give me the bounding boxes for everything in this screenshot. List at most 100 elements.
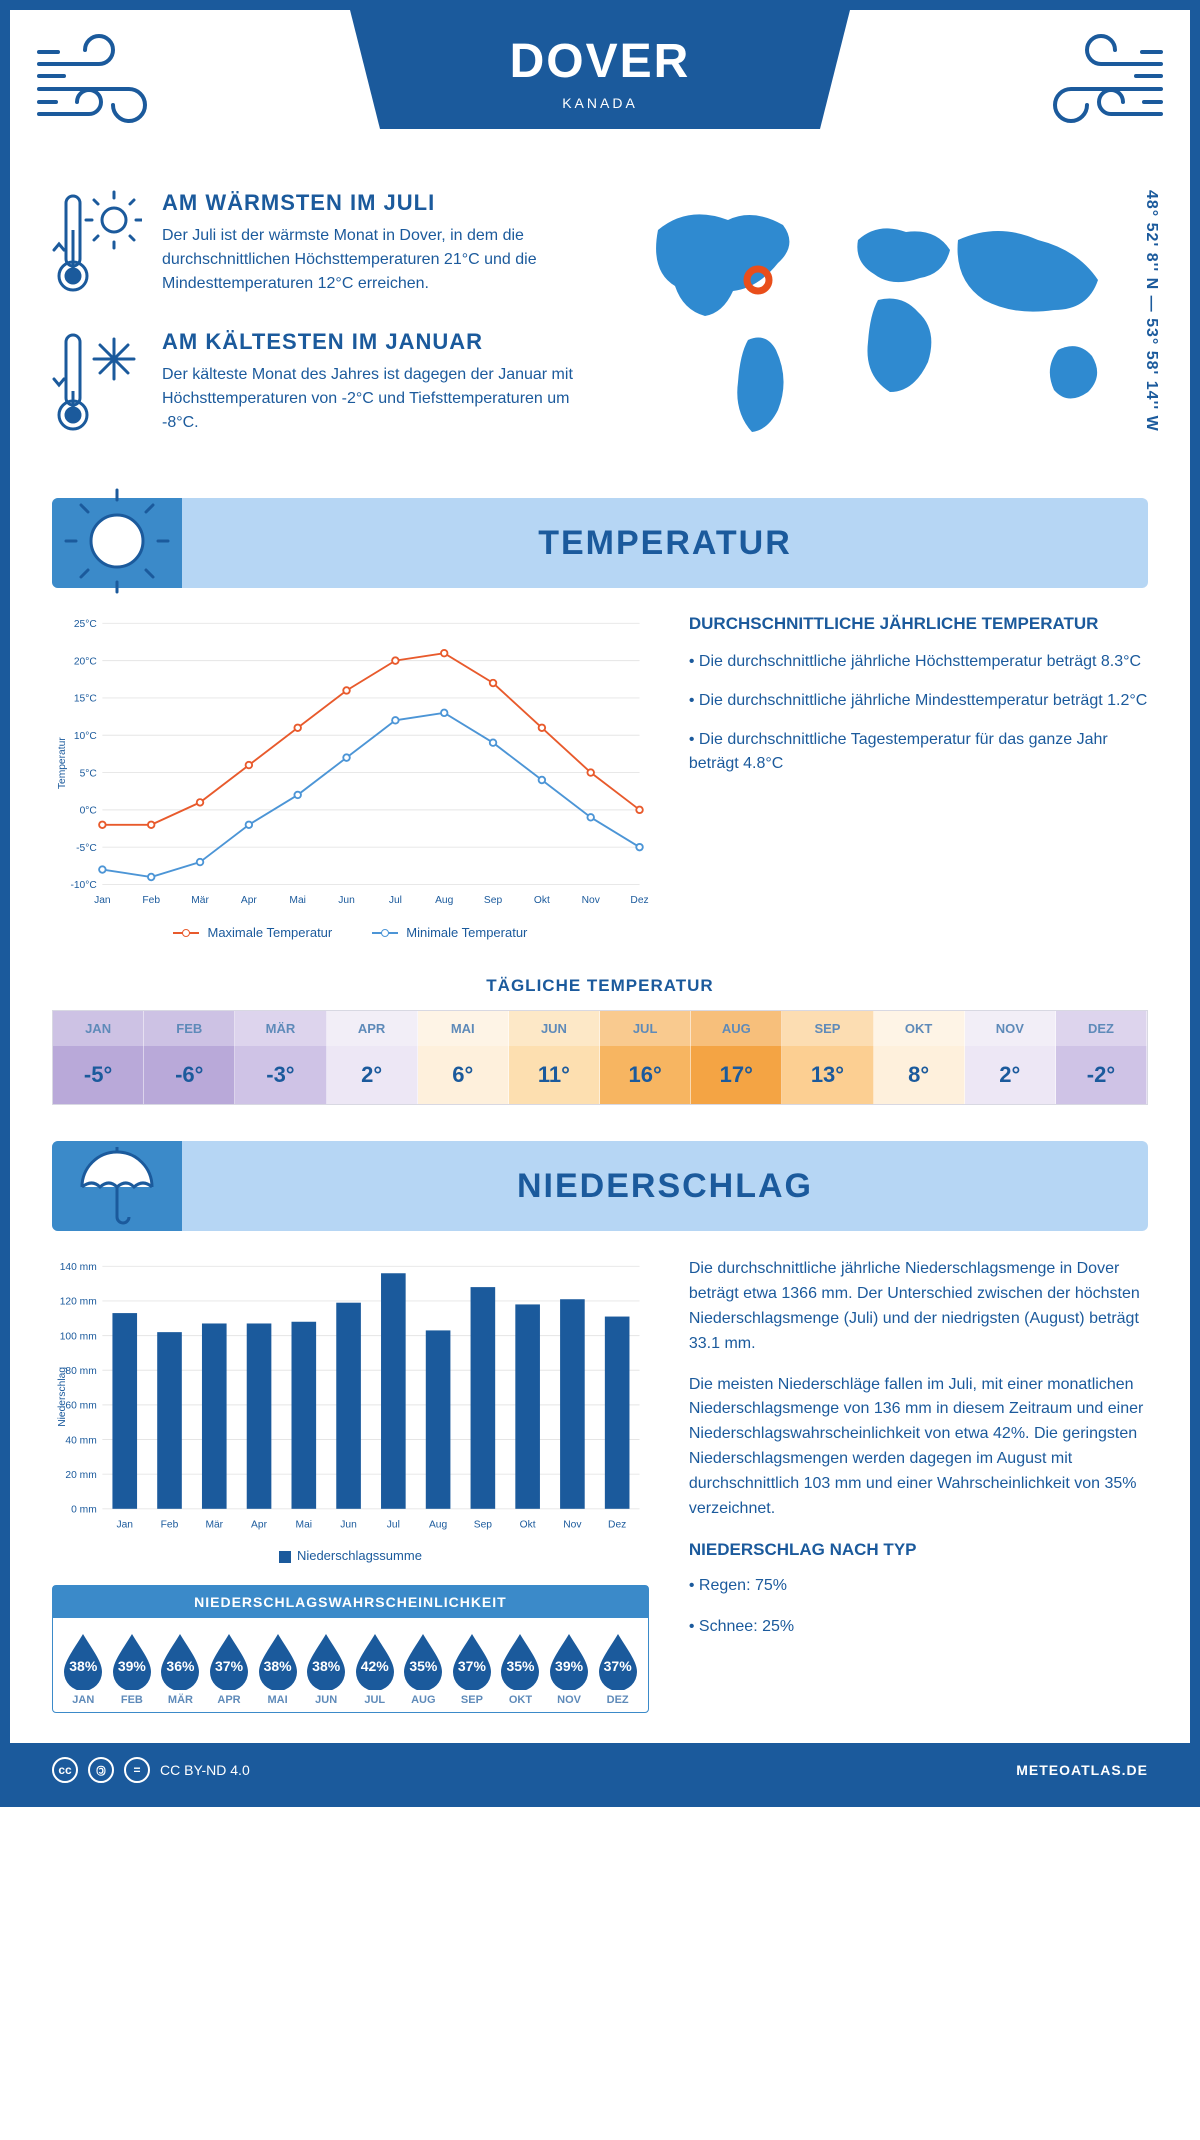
city-name: DOVER xyxy=(350,34,850,89)
month-header: APR xyxy=(327,1011,418,1046)
svg-text:-5°C: -5°C xyxy=(76,843,97,854)
precip-probability-box: NIEDERSCHLAGSWAHRSCHEINLICHKEIT 38% JAN … xyxy=(52,1585,649,1713)
svg-text:Apr: Apr xyxy=(251,1520,268,1531)
section-bar-precipitation: NIEDERSCHLAG xyxy=(52,1141,1148,1231)
legend-max: Maximale Temperatur xyxy=(207,925,332,940)
precip-prob-cell: 37% SEP xyxy=(448,1632,497,1706)
svg-text:15°C: 15°C xyxy=(74,694,98,705)
svg-text:5°C: 5°C xyxy=(80,768,98,779)
svg-text:Jun: Jun xyxy=(338,895,355,906)
svg-text:Jul: Jul xyxy=(387,1520,400,1531)
svg-text:20 mm: 20 mm xyxy=(65,1470,96,1481)
raindrop-icon: 37% xyxy=(206,1632,252,1690)
precipitation-bar-chart: 0 mm20 mm40 mm60 mm80 mm100 mm120 mm140 … xyxy=(52,1257,649,1563)
raindrop-icon: 39% xyxy=(109,1632,155,1690)
precip-prob-cell: 39% NOV xyxy=(545,1632,594,1706)
precip-prob-cell: 35% AUG xyxy=(399,1632,448,1706)
svg-text:0°C: 0°C xyxy=(80,806,98,817)
svg-text:Dez: Dez xyxy=(608,1520,626,1531)
svg-text:Feb: Feb xyxy=(161,1520,179,1531)
daily-temp-value: 2° xyxy=(327,1046,418,1104)
daily-temp-value: -3° xyxy=(235,1046,326,1104)
world-map: 48° 52' 8'' N — 53° 58' 14'' W xyxy=(628,190,1148,468)
summary-title: DURCHSCHNITTLICHE JÄHRLICHE TEMPERATUR xyxy=(689,614,1148,634)
country-name: KANADA xyxy=(350,95,850,111)
month-header: OKT xyxy=(874,1011,965,1046)
climate-facts: AM WÄRMSTEN IM JULI Der Juli ist der wär… xyxy=(52,190,598,468)
svg-text:60 mm: 60 mm xyxy=(65,1401,96,1412)
precip-type-line: • Schnee: 25% xyxy=(689,1615,1148,1640)
month-header: JAN xyxy=(53,1011,144,1046)
raindrop-icon: 37% xyxy=(595,1632,641,1690)
month-header: FEB xyxy=(144,1011,235,1046)
month-header: MÄR xyxy=(235,1011,326,1046)
month-header: JUL xyxy=(600,1011,691,1046)
precip-legend: Niederschlagssumme xyxy=(297,1548,422,1563)
svg-text:25°C: 25°C xyxy=(74,619,98,630)
summary-bullet: • Die durchschnittliche jährliche Mindes… xyxy=(689,689,1148,714)
svg-text:Mai: Mai xyxy=(296,1520,313,1531)
precip-para: Die durchschnittliche jährliche Niedersc… xyxy=(689,1257,1148,1356)
svg-text:10°C: 10°C xyxy=(74,731,98,742)
month-header: AUG xyxy=(691,1011,782,1046)
license-text: CC BY-ND 4.0 xyxy=(160,1762,250,1778)
daily-temp-value: 13° xyxy=(782,1046,873,1104)
month-header: NOV xyxy=(965,1011,1056,1046)
fact-title: AM KÄLTESTEN IM JANUAR xyxy=(162,329,582,355)
svg-text:Okt: Okt xyxy=(520,1520,536,1531)
svg-text:Jan: Jan xyxy=(116,1520,133,1531)
thermometer-sun-icon xyxy=(52,190,142,305)
temperature-summary: DURCHSCHNITTLICHE JÄHRLICHE TEMPERATUR •… xyxy=(689,614,1148,940)
precip-prob-cell: 42% JUL xyxy=(350,1632,399,1706)
wind-icon xyxy=(34,34,164,149)
raindrop-icon: 38% xyxy=(255,1632,301,1690)
daily-temp-value: -5° xyxy=(53,1046,144,1104)
raindrop-icon: 35% xyxy=(400,1632,446,1690)
svg-text:Apr: Apr xyxy=(241,895,258,906)
umbrella-icon xyxy=(72,1139,162,1234)
svg-text:Jul: Jul xyxy=(389,895,402,906)
infographic-page: DOVER KANADA xyxy=(0,0,1200,1807)
precip-prob-cell: 39% FEB xyxy=(108,1632,157,1706)
svg-text:Feb: Feb xyxy=(142,895,160,906)
coordinates: 48° 52' 8'' N — 53° 58' 14'' W xyxy=(1142,190,1160,432)
daily-temp-value: 8° xyxy=(874,1046,965,1104)
precip-prob-cell: 35% OKT xyxy=(496,1632,545,1706)
svg-text:Mär: Mär xyxy=(191,895,209,906)
daily-temp-value: 6° xyxy=(418,1046,509,1104)
svg-text:120 mm: 120 mm xyxy=(60,1297,97,1308)
svg-text:-10°C: -10°C xyxy=(70,880,97,891)
svg-text:100 mm: 100 mm xyxy=(60,1332,97,1343)
month-header: SEP xyxy=(782,1011,873,1046)
svg-text:Dez: Dez xyxy=(630,895,648,906)
svg-text:40 mm: 40 mm xyxy=(65,1436,96,1447)
precip-prob-cell: 38% JUN xyxy=(302,1632,351,1706)
precip-para: Die meisten Niederschläge fallen im Juli… xyxy=(689,1373,1148,1522)
legend-min: Minimale Temperatur xyxy=(406,925,527,940)
precipitation-row: 0 mm20 mm40 mm60 mm80 mm100 mm120 mm140 … xyxy=(10,1257,1190,1743)
month-header: DEZ xyxy=(1056,1011,1147,1046)
svg-text:20°C: 20°C xyxy=(74,656,98,667)
month-header: JUN xyxy=(509,1011,600,1046)
temperature-row: -10°C -5°C 0°C 5°C 10°C 15°C 20°C 25°C Jan Feb Mär… xyxy=(10,614,1190,960)
raindrop-icon: 35% xyxy=(497,1632,543,1690)
raindrop-icon: 39% xyxy=(546,1632,592,1690)
site-name: METEOATLAS.DE xyxy=(1016,1762,1148,1778)
cc-icon: cc xyxy=(52,1757,78,1783)
svg-text:Okt: Okt xyxy=(534,895,550,906)
summary-bullet: • Die durchschnittliche Tagestemperatur … xyxy=(689,728,1148,778)
fact-body: Der kälteste Monat des Jahres ist dagege… xyxy=(162,363,582,435)
precip-type-line: • Regen: 75% xyxy=(689,1574,1148,1599)
overview-row: AM WÄRMSTEN IM JULI Der Juli ist der wär… xyxy=(10,180,1190,498)
svg-text:Temperatur: Temperatur xyxy=(57,737,68,789)
precip-prob-cell: 38% JAN xyxy=(59,1632,108,1706)
daily-temperature-table: JANFEBMÄRAPRMAIJUNJULAUGSEPOKTNOVDEZ-5°-… xyxy=(52,1010,1148,1105)
svg-text:Sep: Sep xyxy=(484,895,503,906)
precip-prob-cell: 36% MÄR xyxy=(156,1632,205,1706)
daily-temp-value: 11° xyxy=(509,1046,600,1104)
daily-temp-value: -6° xyxy=(144,1046,235,1104)
fact-coldest: AM KÄLTESTEN IM JANUAR Der kälteste Mona… xyxy=(52,329,598,444)
section-title: TEMPERATUR xyxy=(182,524,1148,563)
svg-text:Jan: Jan xyxy=(94,895,111,906)
svg-text:80 mm: 80 mm xyxy=(65,1366,96,1377)
